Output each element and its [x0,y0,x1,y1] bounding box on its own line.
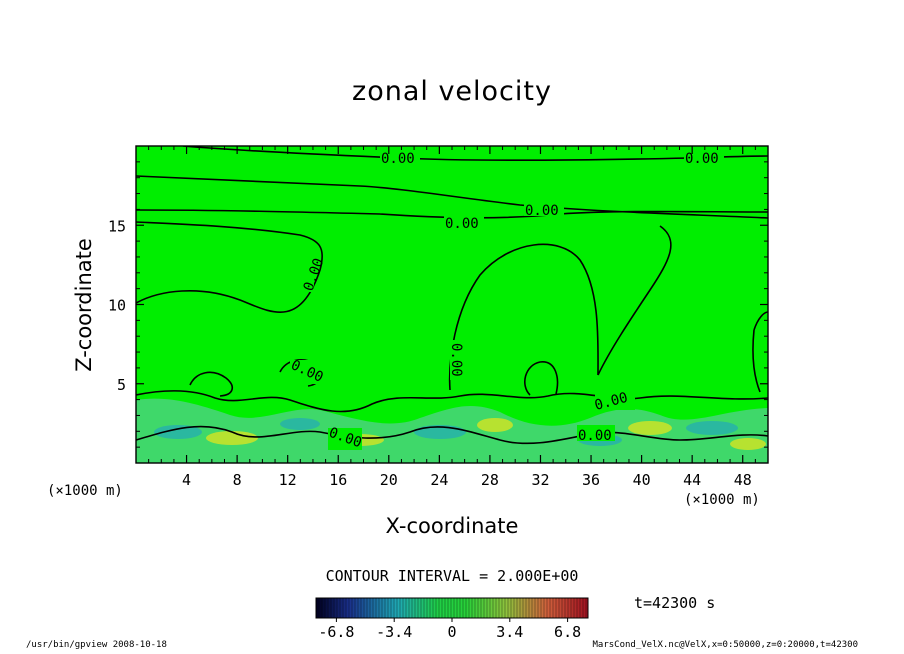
yellow-patch [730,438,766,450]
x-tick-label: 48 [734,471,752,489]
y-tick-label: 5 [117,376,126,394]
chart-title: zonal velocity [352,76,552,107]
x-tick-label: 40 [633,471,651,489]
time-label: t=42300 s [634,594,716,612]
field-structures: 0.00 0.00 0.00 0.00 0.00 0.00 0.00 0.00 … [136,146,768,463]
colorbar-tick-label: -3.4 [376,623,412,641]
yellow-patch [477,418,513,432]
contour-interval: CONTOUR INTERVAL = 2.000E+00 [325,567,579,585]
contour-line [136,175,768,219]
y-unit-label: (×1000 m) [684,492,760,508]
colorbar-stripes [318,598,587,618]
x-tick-label: 20 [380,471,398,489]
contour-label: 0.00 [685,151,719,167]
y-tick-label: 10 [108,297,126,315]
y-axis-title: Z-coordinate [72,238,96,372]
contour-line [597,225,672,376]
contour-label: 0.00 [525,203,559,219]
cyan-patch [154,425,202,439]
x-tick-label: 8 [233,471,242,489]
contour-line [524,361,559,396]
contour-line [753,311,768,331]
x-tick-label: 36 [582,471,600,489]
colorbar-tick-label: -6.8 [318,623,354,641]
footer-left: /usr/bin/gpview 2008-10-18 [26,640,167,650]
x-tick-label: 24 [430,471,448,489]
cyan-patch [280,418,320,430]
colorbar-tick-label: 6.8 [554,623,581,641]
x-tick-label: 16 [329,471,347,489]
yellow-patch [628,421,672,435]
contour-label: 0.00 [445,216,479,232]
x-axis-title: X-coordinate [385,514,519,538]
contour-label-group: 0.00 0.00 0.00 0.00 0.00 0.00 0.00 0.00 … [288,150,724,451]
contour-line [189,371,233,397]
colorbar-tick-label: 0 [447,623,456,641]
contour-label: 0.00 [448,343,464,377]
contour-label: 0.00 [578,428,612,444]
contour-line [136,425,768,445]
yellow-patch [206,431,258,445]
x-unit-label: (×1000 m) [47,483,123,499]
x-tick-label: 28 [481,471,499,489]
colorbar-ticks: -6.8 -3.4 0 3.4 6.8 [318,618,581,641]
x-tick-label: 12 [279,471,297,489]
x-tick-label: 44 [683,471,701,489]
contour-line [136,221,324,313]
x-tick-label: 32 [531,471,549,489]
contour-line [752,329,761,393]
colorbar-tick-label: 3.4 [496,623,523,641]
cyan-patch [686,421,738,435]
x-tick-label: 4 [182,471,191,489]
contour-label: 0.00 [381,151,415,167]
contour-line [136,390,768,413]
contour-line [448,243,599,391]
y-tick-label: 15 [108,217,126,235]
footer-right: MarsCond_VelX.nc@VelX,x=0:50000,z=0:2000… [592,640,858,650]
